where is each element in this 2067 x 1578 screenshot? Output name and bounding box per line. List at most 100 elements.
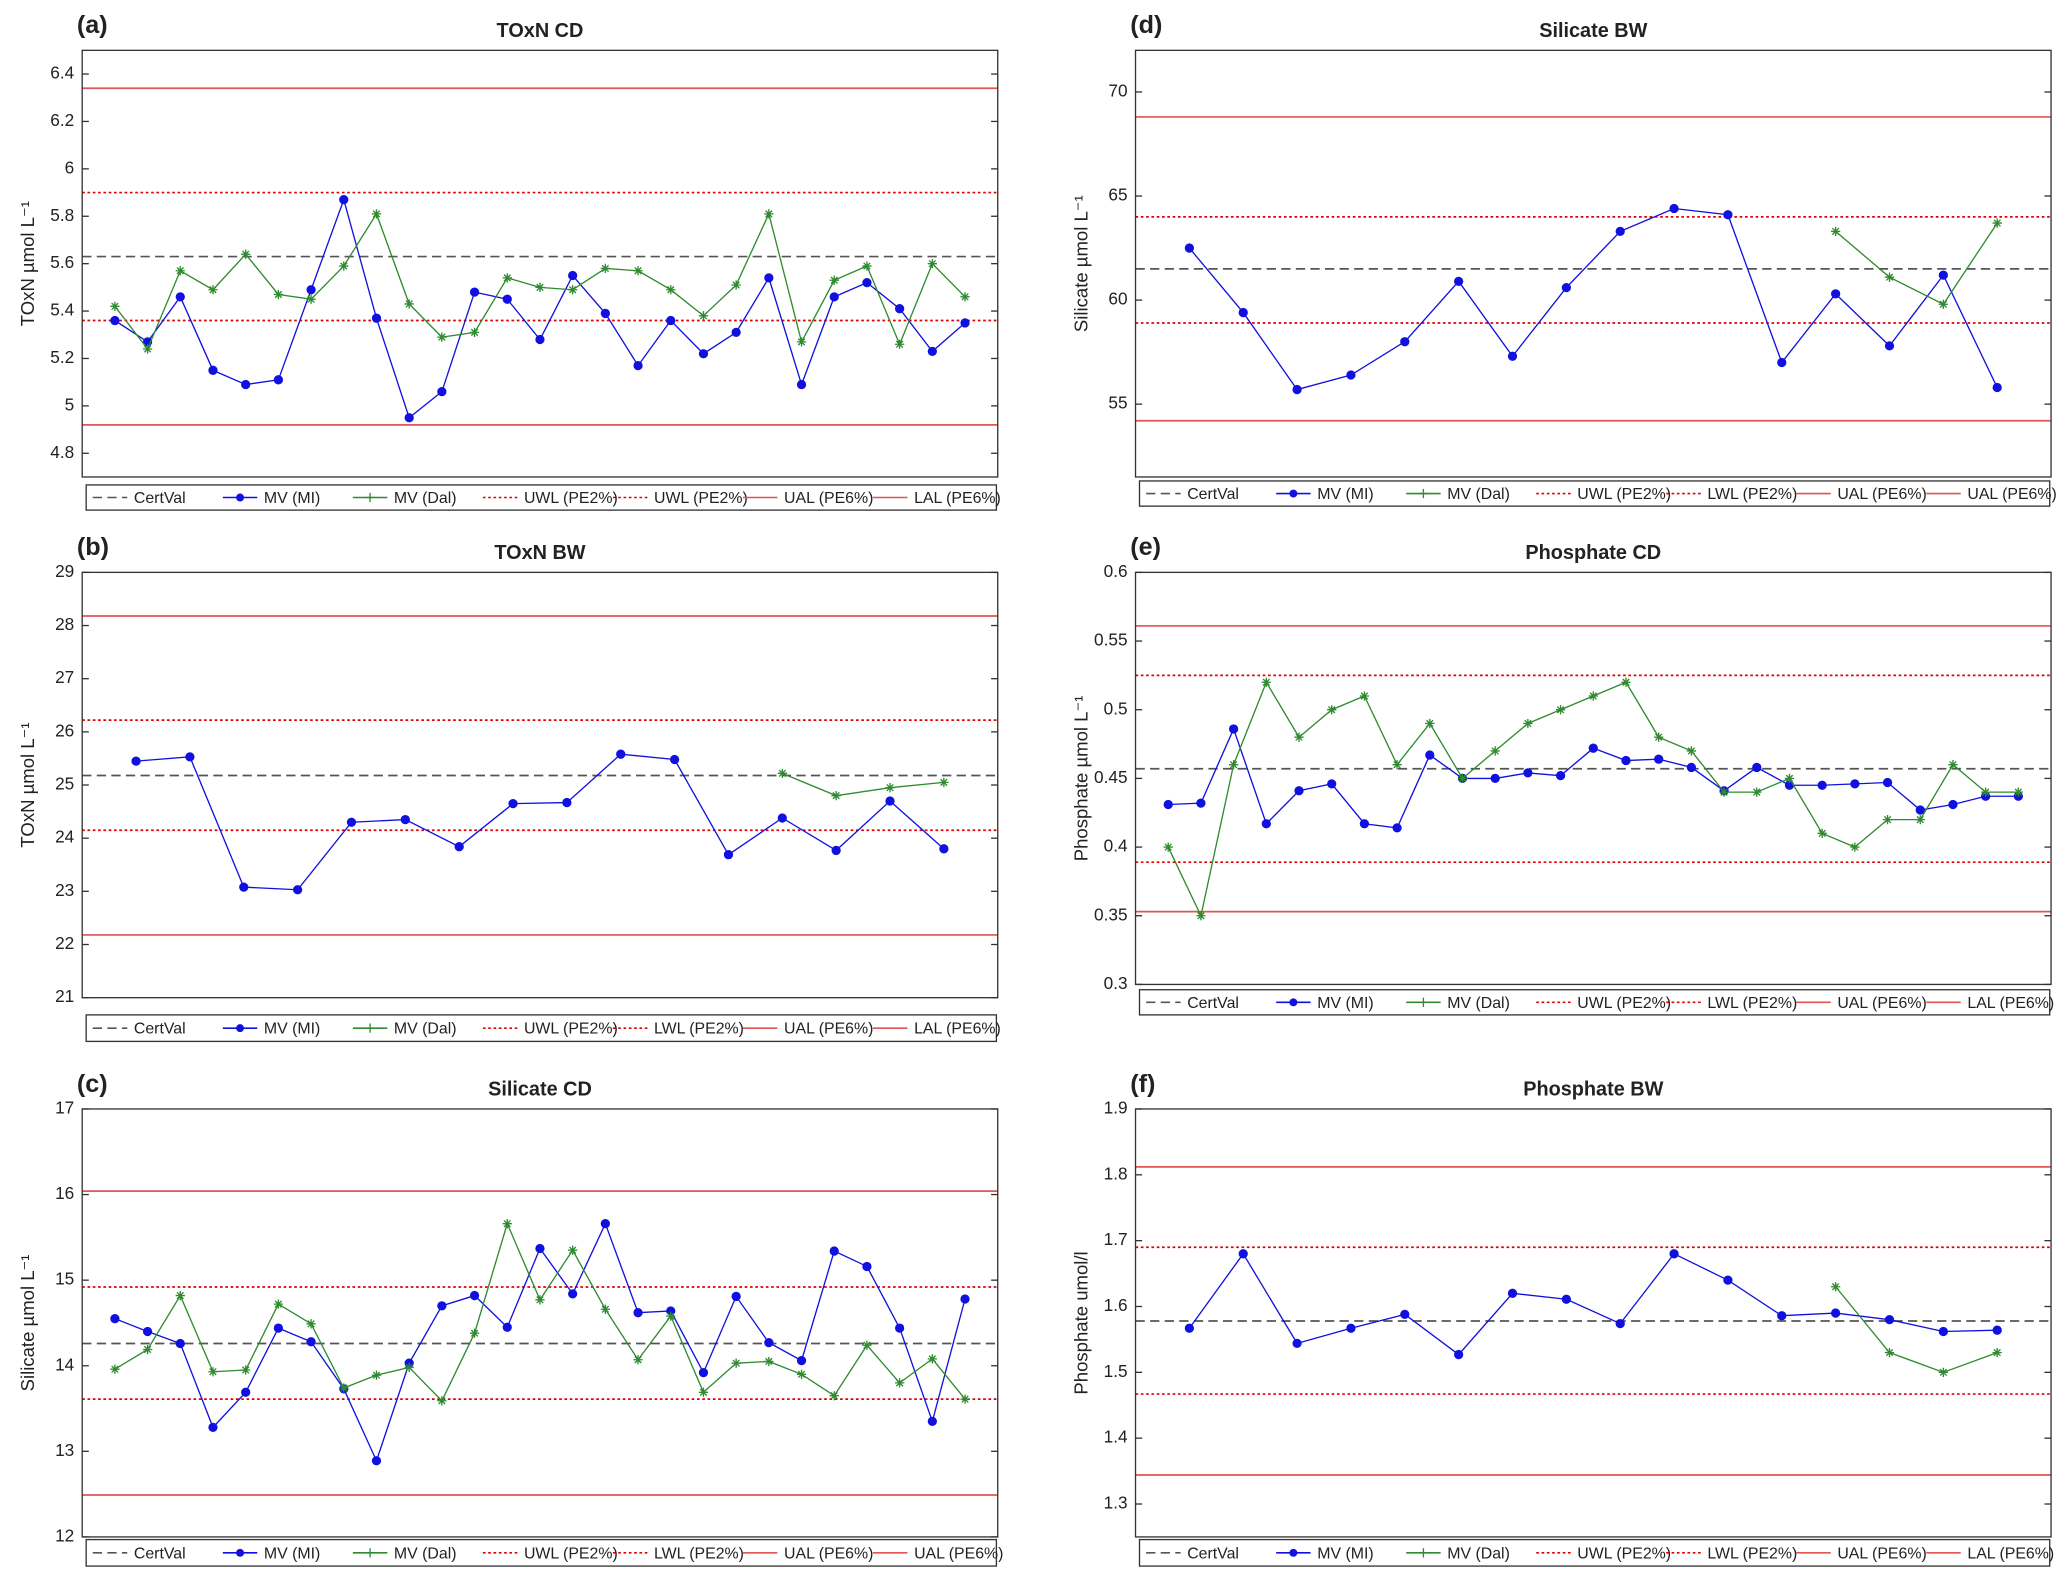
plot-area xyxy=(1135,116,2052,422)
panel: (b) TOxN BW TOxN µmol L⁻¹ 21 22 23 24 25 26 27 28 2… xyxy=(17,533,1001,1043)
marker xyxy=(1392,760,1402,770)
marker xyxy=(829,1391,839,1401)
legend-marker xyxy=(365,492,375,503)
y-tick-label: 1.5 xyxy=(1104,1361,1128,1381)
y-axis-label: TOxN µmol L⁻¹ xyxy=(17,201,38,326)
marker xyxy=(669,754,680,765)
marker xyxy=(175,1338,185,1349)
legend: CertVal MV (MI) MV (Dal) UWL (PE2%) LWL (PE2… xyxy=(85,1538,1003,1567)
series-line xyxy=(1835,1286,1998,1374)
legend-label: UWL (PE2%) xyxy=(524,1545,618,1562)
plot-frame xyxy=(81,49,999,478)
marker xyxy=(1669,1249,1679,1259)
legend-marker xyxy=(236,1024,245,1033)
marker xyxy=(535,282,545,293)
marker xyxy=(796,1369,807,1379)
marker xyxy=(829,275,839,285)
marker xyxy=(796,1355,807,1366)
marker xyxy=(927,1416,937,1427)
legend-label: MV (Dal) xyxy=(1447,995,1510,1012)
marker xyxy=(208,1367,218,1377)
legend-label: MV (Dal) xyxy=(1447,1545,1510,1562)
marker xyxy=(831,791,841,801)
y-tick-label: 1.9 xyxy=(1104,1098,1128,1118)
y-tick-label: 5.6 xyxy=(50,252,74,272)
marker xyxy=(273,289,284,300)
legend-label: CertVal xyxy=(134,1545,186,1562)
y-tick-label: 5.4 xyxy=(50,300,74,320)
legend-marker xyxy=(1418,1548,1429,1558)
marker xyxy=(1981,787,1991,797)
marker xyxy=(292,885,303,895)
panel-label: (e) xyxy=(1130,533,1161,561)
marker xyxy=(1425,718,1435,729)
legend-label: MV (MI) xyxy=(1317,1545,1373,1562)
y-axis-label: Phosphate µmol L⁻¹ xyxy=(1070,696,1091,862)
y-axis-label: Silicate µmol L⁻¹ xyxy=(17,1255,38,1392)
marker xyxy=(1882,777,1893,788)
legend-label: MV (Dal) xyxy=(394,490,457,507)
marker xyxy=(731,280,741,290)
marker xyxy=(185,752,195,762)
legend-marker xyxy=(1418,488,1429,499)
legend-label: MV (Dal) xyxy=(394,1545,457,1562)
marker xyxy=(1938,270,1948,280)
panel: (c) Silicate CD Silicate µmol L⁻¹ 12 13 14 15 1… xyxy=(17,1070,1003,1567)
legend-label: LWL (PE2%) xyxy=(1707,995,1797,1012)
legend-label: CertVal xyxy=(1187,486,1239,503)
y-tick-label: 1.3 xyxy=(1104,1493,1128,1513)
marker xyxy=(1400,1309,1410,1320)
legend: CertVal MV (MI) MV (Dal) UWL (PE2%) LWL (PE2… xyxy=(85,1014,1001,1043)
marker xyxy=(666,1311,676,1321)
marker xyxy=(1884,272,1895,282)
series-line xyxy=(114,1221,966,1463)
marker xyxy=(1588,691,1598,701)
marker xyxy=(241,1387,251,1397)
legend-label: UAL (PE6%) xyxy=(1837,995,1926,1012)
marker xyxy=(764,209,774,219)
y-tick-label: 0.4 xyxy=(1104,836,1128,856)
marker xyxy=(110,1364,120,1374)
legend-label: MV (MI) xyxy=(1317,486,1373,503)
marker xyxy=(175,266,185,276)
marker xyxy=(1228,724,1239,734)
marker xyxy=(1327,705,1337,715)
marker xyxy=(469,287,480,297)
marker xyxy=(1196,798,1206,808)
panel-label: (b) xyxy=(77,533,109,561)
marker xyxy=(927,1354,937,1364)
marker xyxy=(1163,799,1173,810)
legend-label: UAL (PE6%) xyxy=(1837,1545,1926,1562)
marker xyxy=(110,315,120,326)
legend-label: UWL (PE2%) xyxy=(524,1021,618,1038)
y-tick-label: 5 xyxy=(65,394,75,414)
marker xyxy=(1884,1347,1895,1358)
legend-label: UAL (PE6%) xyxy=(784,490,873,507)
marker xyxy=(894,339,905,349)
y-tick-label: 15 xyxy=(55,1269,74,1289)
marker xyxy=(927,346,937,356)
legend-label: LWL (PE2%) xyxy=(654,1545,744,1562)
marker xyxy=(535,1295,545,1305)
marker xyxy=(960,318,970,328)
marker xyxy=(469,1328,480,1338)
marker xyxy=(1830,1282,1841,1292)
legend-marker xyxy=(365,1548,375,1558)
marker xyxy=(764,1356,774,1367)
marker xyxy=(1346,370,1356,380)
legend-label: LAL (PE6%) xyxy=(914,1021,1001,1038)
legend-label: UWL (PE2%) xyxy=(524,490,618,507)
marker xyxy=(1615,226,1625,237)
marker xyxy=(562,797,572,808)
legend-box xyxy=(1138,1538,2051,1567)
y-axis-label: Silicate µmol L⁻¹ xyxy=(1070,195,1091,332)
marker xyxy=(535,1243,545,1254)
y-tick-label: 27 xyxy=(55,667,74,687)
marker xyxy=(600,1304,610,1314)
marker xyxy=(764,273,774,283)
y-axis-label: TOxN µmol L⁻¹ xyxy=(17,722,38,847)
marker xyxy=(633,1355,643,1365)
marker xyxy=(1238,1249,1248,1259)
